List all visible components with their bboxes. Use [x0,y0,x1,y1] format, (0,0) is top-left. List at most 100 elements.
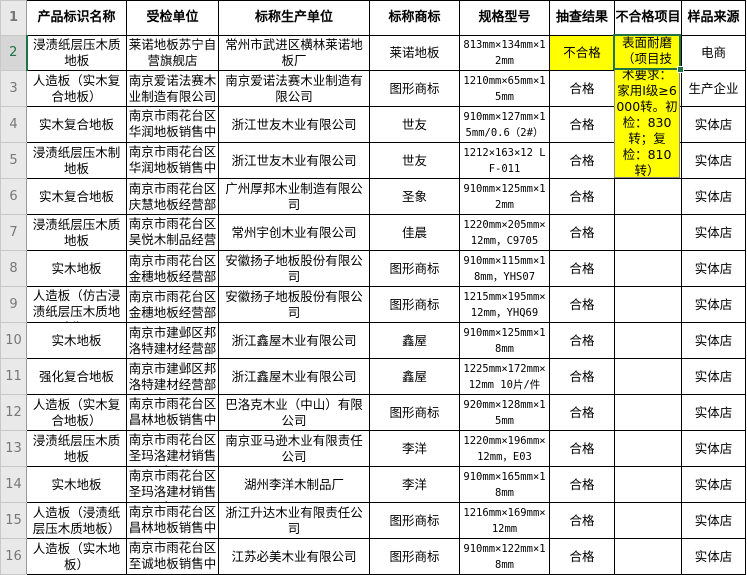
cell-h[interactable]: 实体店 [681,178,746,215]
cell-f[interactable]: 合格 [549,214,615,251]
cell-f[interactable]: 合格 [549,250,615,287]
cell-c[interactable]: 浙江世友木业有限公司 [218,142,370,179]
cell-f[interactable]: 合格 [549,358,615,395]
cell-b[interactable]: 南京市雨花台区华润地板销售中心 [126,106,219,143]
column-header[interactable]: 标称商标 [369,0,460,36]
cell-c[interactable]: 湖州李洋木制品厂 [218,466,370,503]
cell-b[interactable]: 南京市雨花台区吴悦木制品经营部 [126,214,219,251]
row-header[interactable]: 4 [0,106,27,143]
cell-c[interactable]: 常州市武进区横林莱诺地板厂 [218,35,370,71]
cell-a[interactable]: 人造板（实木地板） [26,538,127,575]
cell-g[interactable] [614,322,682,359]
cell-a[interactable]: 浸渍纸层压木制地板 [26,142,127,179]
cell-b[interactable]: 莱诺地板苏宁自营旗舰店 [126,35,219,71]
cell-d[interactable]: 图形商标 [369,502,460,539]
cell-f[interactable]: 合格 [549,538,615,575]
row-header[interactable]: 6 [0,178,27,215]
cell-h[interactable]: 实体店 [681,538,746,575]
cell-f[interactable]: 合格 [549,178,615,215]
fail-item-textbox[interactable]: 表面耐磨（项目技术要求：家用Ⅰ级≥6000转。初检：830转；复检：810转） [614,35,680,178]
fill-handle[interactable] [677,66,684,73]
cell-c[interactable]: 浙江升达木业有限责任公司 [218,502,370,539]
cell-b[interactable]: 南京市雨花台区昌林地板销售中心 [126,394,219,431]
cell-c[interactable]: 安徽扬子地板股份有限公司 [218,250,370,287]
cell-e[interactable]: 910mm×165mm×18mm [459,466,550,503]
cell-f[interactable]: 合格 [549,322,615,359]
row-header[interactable]: 16 [0,538,27,575]
cell-h[interactable]: 实体店 [681,394,746,431]
cell-a[interactable]: 人造板（浸渍纸层压木质地板） [26,502,127,539]
cell-h[interactable]: 实体店 [681,250,746,287]
cell-f[interactable]: 合格 [549,70,615,107]
column-header[interactable]: 产品标识名称 [26,0,127,36]
cell-f[interactable]: 合格 [549,286,615,323]
cell-c[interactable]: 南京亚马逊木业有限责任公司 [218,430,370,467]
cell-e[interactable]: 920mm×128mm×15mm [459,394,550,431]
cell-d[interactable]: 图形商标 [369,286,460,323]
cell-a[interactable]: 实木地板 [26,250,127,287]
row-header[interactable]: 9 [0,286,27,323]
cell-h[interactable]: 实体店 [681,322,746,359]
cell-c[interactable]: 南京爱诺法赛木业制造有限公司 [218,70,370,107]
cell-d[interactable]: 佳晨 [369,214,460,251]
cell-b[interactable]: 南京市雨花台区圣玛洛建材销售中心 [126,466,219,503]
cell-d[interactable]: 圣象 [369,178,460,215]
cell-e[interactable]: 910mm×125mm×12mm [459,178,550,215]
row-header[interactable]: 7 [0,214,27,251]
cell-e[interactable]: 910mm×125mm×18mm [459,322,550,359]
cell-f[interactable]: 合格 [549,502,615,539]
cell-b[interactable]: 南京市雨花台区金穗地板经营部 [126,250,219,287]
cell-e[interactable]: 1220mm×196mm×12mm，E03 [459,430,550,467]
row-header[interactable]: 2 [0,35,28,71]
cell-a[interactable]: 实木地板 [26,322,127,359]
cell-b[interactable]: 南京市雨花台区华润地板销售中心 [126,142,219,179]
cell-b[interactable]: 南京市雨花台区金穗地板经营部 [126,286,219,323]
cell-a[interactable]: 浸渍纸层压木质地板 [26,35,127,71]
cell-e[interactable]: 1225mm×172mm×12mm 10片/件 [459,358,550,395]
cell-b[interactable]: 南京市建邺区邦洛特建材经营部 [126,358,219,395]
cell-h[interactable]: 实体店 [681,358,746,395]
cell-f[interactable]: 合格 [549,466,615,503]
column-header[interactable]: 样品来源 [681,0,746,36]
cell-a[interactable]: 实木复合地板 [26,106,127,143]
cell-a[interactable]: 浸渍纸层压木质地板 [26,214,127,251]
row-header[interactable]: 12 [0,394,27,431]
cell-g[interactable] [614,502,682,539]
cell-a[interactable]: 人造板（实木复合地板） [26,70,127,107]
cell-a[interactable]: 实木复合地板 [26,178,127,215]
cell-a[interactable]: 实木地板 [26,466,127,503]
cell-a[interactable]: 人造板（实木复合地板） [26,394,127,431]
cell-h[interactable]: 实体店 [681,502,746,539]
cell-c[interactable]: 浙江世友木业有限公司 [218,106,370,143]
cell-b[interactable]: 南京市雨花台区圣玛洛建材销售中心 [126,430,219,467]
cell-c[interactable]: 浙江鑫屋木业有限公司 [218,322,370,359]
cell-g[interactable] [614,286,682,323]
cell-a[interactable]: 强化复合地板 [26,358,127,395]
cell-e[interactable]: 1220mm×205mm×12mm，C9705 [459,214,550,251]
cell-d[interactable]: 图形商标 [369,70,460,107]
cell-c[interactable]: 江苏必美木业有限公司 [218,538,370,575]
cell-h[interactable]: 生产企业 [681,70,746,107]
column-header[interactable]: 不合格项目 [614,0,682,36]
cell-f[interactable]: 合格 [549,106,615,143]
cell-h[interactable]: 实体店 [681,106,746,143]
cell-g[interactable] [614,214,682,251]
cell-h[interactable]: 电商 [681,35,746,71]
column-header[interactable]: 受检单位 [126,0,219,36]
row-header[interactable]: 11 [0,358,27,395]
cell-b[interactable]: 南京爱诺法赛木业制造有限公司 [126,70,219,107]
cell-h[interactable]: 实体店 [681,430,746,467]
cell-f[interactable]: 合格 [549,430,615,467]
cell-b[interactable]: 南京市雨花台区至诚地板销售中心 [126,538,219,575]
cell-f[interactable]: 不合格 [549,35,615,71]
cell-d[interactable]: 图形商标 [369,250,460,287]
cell-h[interactable]: 实体店 [681,142,746,179]
cell-e[interactable]: 1216mm×169mm×12mm [459,502,550,539]
cell-g[interactable] [614,250,682,287]
cell-c[interactable]: 浙江鑫屋木业有限公司 [218,358,370,395]
row-header[interactable]: 8 [0,250,27,287]
column-header[interactable]: 抽查结果 [549,0,615,36]
row-header[interactable]: 1 [0,0,27,36]
cell-c[interactable]: 广州厚邦木业制造有限公司 [218,178,370,215]
cell-d[interactable]: 鑫屋 [369,322,460,359]
